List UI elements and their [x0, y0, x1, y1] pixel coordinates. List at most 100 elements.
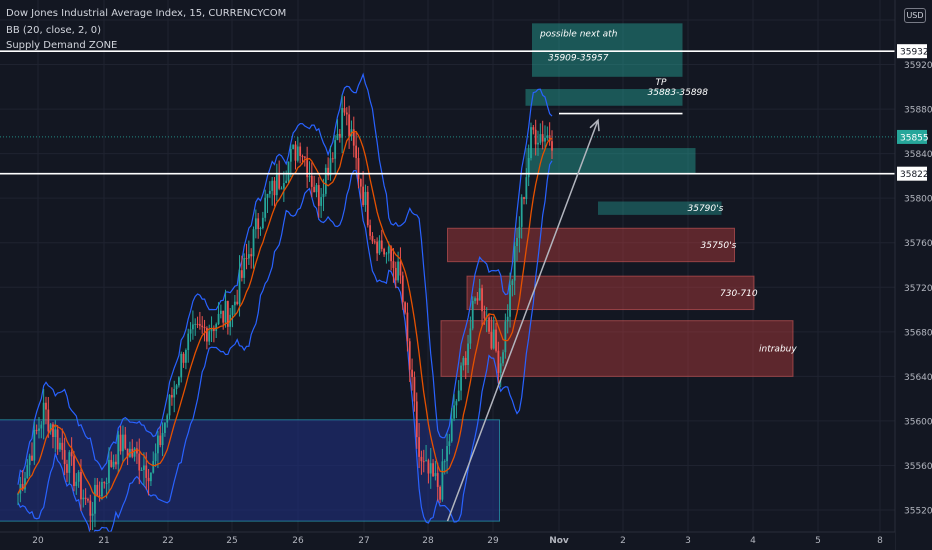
candle-body [219, 310, 222, 314]
candle-body [59, 442, 61, 450]
candle-body [98, 495, 101, 497]
candle-body [47, 409, 50, 432]
candle-body [366, 191, 369, 226]
candle-body [208, 331, 211, 342]
candle-body [42, 402, 45, 425]
candle-body [35, 429, 38, 431]
candle-body [308, 176, 311, 178]
candle-body [516, 237, 518, 247]
candle-body [315, 185, 318, 193]
candle-body [376, 241, 379, 254]
y-tick-label: 35560 [904, 462, 932, 472]
candle-body [537, 142, 539, 145]
y-tick-label: 35840 [904, 150, 932, 160]
candle-body [91, 513, 94, 516]
candle-body [373, 241, 376, 243]
candle-body [70, 452, 73, 457]
candle-body [75, 481, 78, 487]
x-tick-label: 3 [685, 536, 691, 546]
candle-body [259, 228, 262, 230]
candle-body [504, 321, 507, 353]
candle-body [273, 180, 276, 196]
candle-body [233, 301, 236, 306]
zone-label: possible next ath [539, 29, 618, 39]
ma-line [17, 130, 553, 500]
x-tick-label: 2 [620, 536, 626, 546]
candle-body [238, 270, 241, 305]
candle-body [539, 134, 542, 143]
candle-body [33, 429, 36, 461]
candle-body [56, 429, 59, 450]
indicator-sd-label[interactable]: Supply Demand ZONE [6, 40, 118, 51]
candle-body [499, 363, 502, 373]
candle-body [257, 218, 260, 229]
candle-body [96, 484, 99, 496]
currency-badge[interactable]: USD [904, 8, 926, 23]
candle-body [157, 435, 159, 454]
candle-body [425, 460, 427, 462]
candle-body [164, 422, 166, 433]
candle-body [154, 453, 157, 462]
x-tick-label: 25 [226, 536, 237, 546]
candle-body [299, 146, 302, 156]
candle-body [532, 127, 535, 130]
candle-body [509, 285, 511, 317]
zone-label: 35750's [701, 241, 737, 251]
candle-body [341, 108, 344, 138]
candle-body [327, 167, 330, 176]
zone-labels: possible next ath 35909-35957 TP35883-3589… [539, 29, 797, 354]
candle-body [122, 434, 124, 452]
candle-body [357, 158, 360, 180]
candle-body [544, 137, 546, 142]
candle-body [460, 365, 462, 391]
x-tick-label: 27 [358, 536, 369, 546]
candle-body [334, 140, 337, 159]
candle-body [406, 312, 409, 342]
candle-body [184, 349, 187, 363]
candle-body [324, 167, 327, 194]
candle-body [226, 301, 229, 327]
candle-body [355, 145, 358, 159]
candle-body [399, 261, 402, 276]
indicator-bb-label[interactable]: BB (20, close, 2, 0) [6, 25, 101, 36]
candle-body [24, 478, 26, 490]
candle-body [138, 453, 141, 471]
candle-body [38, 428, 40, 431]
candle-body [331, 158, 334, 160]
price-badge [897, 166, 927, 181]
candle-body [275, 173, 278, 196]
y-tick-label: 35720 [904, 284, 932, 294]
candle-body [527, 158, 530, 178]
zone-label: TP [656, 78, 667, 88]
candle-body [236, 301, 239, 305]
candle-body [490, 331, 493, 349]
candle-body [112, 461, 115, 467]
candle-body [140, 469, 143, 471]
candle-body [215, 324, 218, 331]
candle-body [152, 461, 155, 473]
candle-body [306, 157, 309, 178]
candle-body [546, 135, 549, 138]
candle-body [133, 448, 136, 457]
candle-body [541, 134, 544, 142]
price-badge-label: 35932 [900, 48, 929, 58]
candle-body [476, 298, 479, 301]
candle-body [180, 353, 183, 378]
candle-body [474, 298, 476, 301]
candle-body [268, 190, 271, 194]
candle-body [261, 217, 264, 229]
x-tick-label: Nov [549, 536, 569, 546]
x-tick-label: 22 [162, 536, 173, 546]
candle-body [166, 415, 169, 423]
candle-body [285, 180, 288, 184]
candle-body [271, 180, 274, 191]
candle-body [61, 442, 64, 451]
candle-body [448, 441, 451, 447]
candle-body [362, 186, 365, 205]
candle-body [450, 418, 453, 442]
candle-body [87, 499, 89, 501]
candle-body [292, 144, 295, 150]
candle-body [520, 197, 523, 227]
x-tick-label: 4 [750, 536, 756, 546]
